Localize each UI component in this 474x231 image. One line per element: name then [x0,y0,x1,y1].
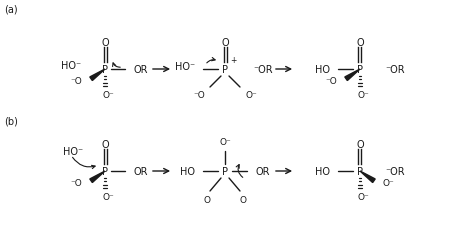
Text: P: P [357,65,363,75]
Text: HO⁻: HO⁻ [63,146,83,156]
Text: O: O [356,139,364,149]
Text: ⁻O: ⁻O [193,91,205,100]
Text: HO⁻: HO⁻ [175,62,195,72]
Text: ⁻O: ⁻O [325,77,337,86]
Text: O⁻: O⁻ [102,91,114,100]
Text: P: P [102,65,108,75]
Text: HO: HO [180,166,195,176]
Text: O⁻: O⁻ [357,192,369,201]
Polygon shape [345,70,360,81]
Text: OR: OR [255,166,270,176]
Text: O⁻: O⁻ [219,137,231,146]
Text: (a): (a) [4,4,18,14]
Text: +: + [230,56,237,65]
Text: (b): (b) [4,116,18,126]
Polygon shape [90,70,105,81]
Text: P: P [222,65,228,75]
Text: ⁻OR: ⁻OR [253,65,273,75]
Text: O: O [356,38,364,48]
Text: ⁻O: ⁻O [70,77,82,86]
Text: P: P [222,166,228,176]
Text: P: P [102,166,108,176]
Text: O: O [101,139,109,149]
Text: OR: OR [133,166,147,176]
Text: O⁻: O⁻ [245,91,257,100]
Text: O: O [221,38,229,48]
Text: HO: HO [315,65,330,75]
Text: ⁻OR: ⁻OR [385,166,405,176]
Text: HO⁻: HO⁻ [61,61,81,71]
Text: O: O [203,195,210,204]
Text: O: O [239,195,246,204]
Text: O⁻: O⁻ [102,192,114,201]
Polygon shape [90,171,105,183]
Text: O⁻: O⁻ [383,179,395,188]
Polygon shape [360,171,375,183]
Text: P: P [357,166,363,176]
Text: ⁻OR: ⁻OR [385,65,405,75]
Text: ⁻O: ⁻O [70,179,82,188]
Text: OR: OR [133,65,147,75]
Text: O⁻: O⁻ [357,91,369,100]
Text: O: O [101,38,109,48]
Text: HO: HO [315,166,330,176]
